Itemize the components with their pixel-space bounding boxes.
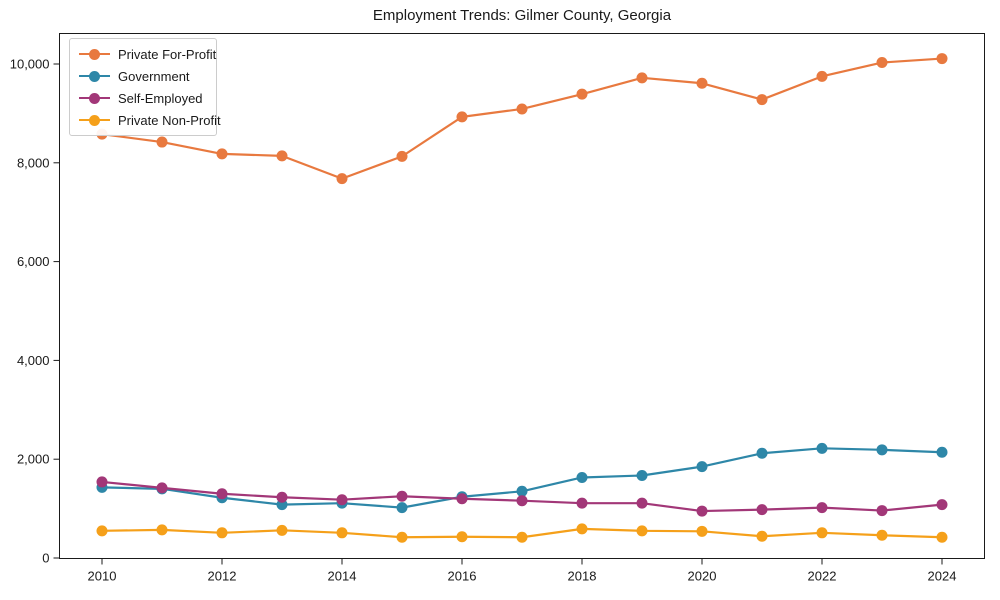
data-point-self-employed-2016 <box>456 493 468 505</box>
series-line-private-for-profit <box>100 57 944 180</box>
plot-border <box>59 33 985 559</box>
data-point-self-employed-2017 <box>516 495 528 507</box>
data-point-private-non-profit-2019 <box>636 525 648 537</box>
data-point-private-non-profit-2016 <box>456 531 468 543</box>
data-point-private-for-profit-2021 <box>756 94 768 106</box>
legend-item-private-for-profit: Private For-Profit <box>70 43 216 65</box>
data-point-private-for-profit-2014 <box>336 173 348 185</box>
data-point-private-non-profit-2017 <box>516 531 528 543</box>
legend-label: Private Non-Profit <box>118 112 221 128</box>
data-point-self-employed-2013 <box>276 491 288 503</box>
legend-marker-self-employed-icon <box>79 92 110 104</box>
data-point-self-employed-2020 <box>696 505 708 517</box>
data-point-government-2022 <box>816 442 828 454</box>
y-tick-label: 4,000 <box>17 353 50 368</box>
data-point-private-non-profit-2011 <box>156 524 168 536</box>
data-point-self-employed-2015 <box>396 490 408 502</box>
data-point-government-2019 <box>636 470 648 482</box>
data-point-private-for-profit-2015 <box>396 150 408 162</box>
data-point-private-non-profit-2023 <box>876 529 888 541</box>
chart-title: Employment Trends: Gilmer County, Georgi… <box>372 7 672 24</box>
y-tick-label: 8,000 <box>17 155 50 170</box>
x-tick-label: 2012 <box>208 569 237 584</box>
data-point-private-for-profit-2013 <box>276 150 288 162</box>
data-point-private-non-profit-2020 <box>696 525 708 537</box>
data-point-private-for-profit-2023 <box>876 57 888 69</box>
data-point-self-employed-2019 <box>636 497 648 509</box>
legend-marker-government-icon <box>79 70 110 82</box>
data-point-private-for-profit-2018 <box>576 88 588 100</box>
legend-label: Government <box>118 68 190 84</box>
data-point-private-non-profit-2012 <box>216 527 228 539</box>
data-point-self-employed-2022 <box>816 502 828 514</box>
data-point-private-non-profit-2014 <box>336 527 348 539</box>
data-point-self-employed-2023 <box>876 505 888 517</box>
legend: Private For-Profit Government Self-Emplo… <box>69 38 221 136</box>
data-point-private-for-profit-2022 <box>816 70 828 82</box>
data-point-government-2023 <box>876 444 888 456</box>
data-point-self-employed-2011 <box>156 482 168 494</box>
data-point-self-employed-2010 <box>96 476 108 488</box>
data-point-private-non-profit-2024 <box>936 531 948 543</box>
data-point-private-non-profit-2015 <box>396 531 408 543</box>
y-tick-label: 2,000 <box>17 452 50 467</box>
data-point-government-2024 <box>936 446 948 458</box>
data-point-private-for-profit-2017 <box>516 103 528 115</box>
x-tick-label: 2014 <box>328 569 357 584</box>
data-point-government-2018 <box>576 471 588 483</box>
y-tick-label: 0 <box>42 551 49 566</box>
data-point-government-2021 <box>756 447 768 459</box>
data-point-private-non-profit-2021 <box>756 530 768 542</box>
legend-item-government: Government <box>70 65 216 87</box>
x-tick-label: 2022 <box>808 569 837 584</box>
data-point-private-non-profit-2018 <box>576 523 588 535</box>
data-point-self-employed-2021 <box>756 504 768 516</box>
x-tick-label: 2018 <box>568 569 597 584</box>
data-point-private-for-profit-2019 <box>636 72 648 84</box>
data-point-private-non-profit-2010 <box>96 525 108 537</box>
x-tick-label: 2020 <box>688 569 717 584</box>
data-point-private-non-profit-2013 <box>276 524 288 536</box>
y-tick-label: 10,000 <box>10 57 50 72</box>
legend-label: Private For-Profit <box>118 46 217 62</box>
legend-label: Self-Employed <box>118 90 203 106</box>
legend-item-private-non-profit: Private Non-Profit <box>70 109 221 131</box>
x-tick-label: 2010 <box>88 569 117 584</box>
data-point-government-2015 <box>396 502 408 514</box>
data-point-self-employed-2014 <box>336 494 348 506</box>
data-point-private-for-profit-2020 <box>696 77 708 89</box>
data-point-government-2017 <box>516 485 528 497</box>
data-point-private-for-profit-2024 <box>936 53 948 65</box>
data-point-private-non-profit-2022 <box>816 527 828 539</box>
data-point-self-employed-2018 <box>576 497 588 509</box>
data-point-private-for-profit-2012 <box>216 148 228 160</box>
data-point-private-for-profit-2016 <box>456 111 468 123</box>
data-point-self-employed-2012 <box>216 488 228 500</box>
y-tick-label: 6,000 <box>17 254 50 269</box>
x-tick-label: 2024 <box>928 569 957 584</box>
x-tick-label: 2016 <box>448 569 477 584</box>
data-point-government-2020 <box>696 461 708 473</box>
legend-marker-private-non-profit-icon <box>79 114 110 126</box>
legend-marker-private-for-profit-icon <box>79 48 110 60</box>
data-point-private-for-profit-2011 <box>156 136 168 148</box>
legend-item-self-employed: Self-Employed <box>70 87 216 109</box>
data-point-self-employed-2024 <box>936 499 948 511</box>
